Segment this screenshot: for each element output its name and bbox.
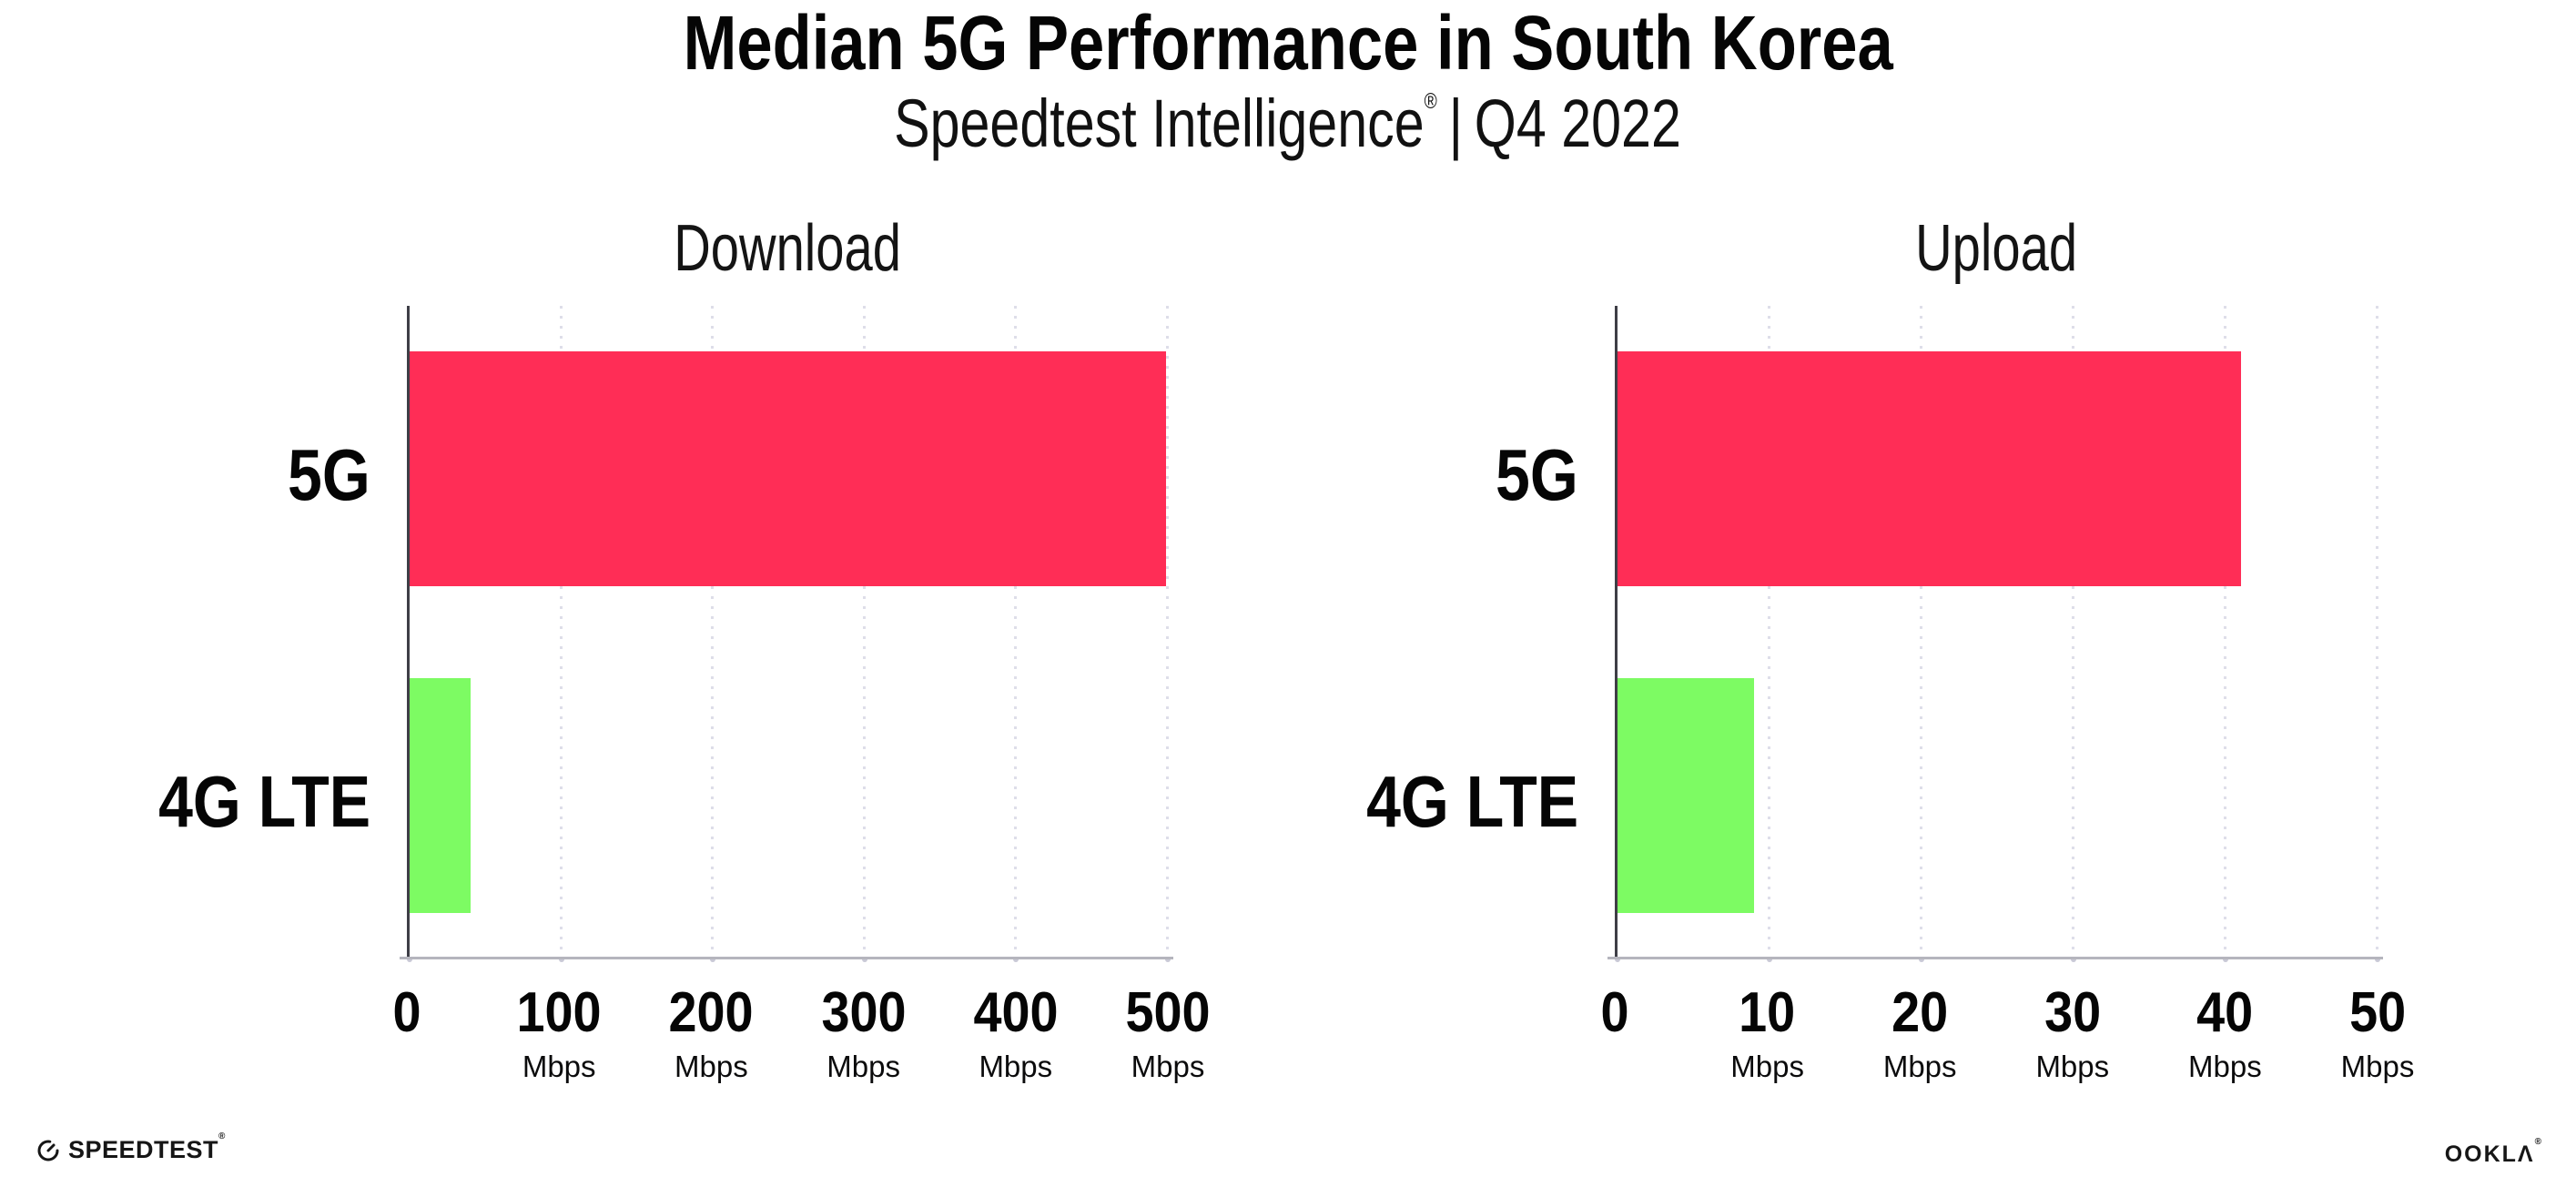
tick-label: 100 Mbps (516, 981, 602, 1083)
download-plot-area (407, 306, 1171, 962)
ookla-trademark: ® (2534, 1137, 2543, 1147)
axis-tick-dot (1919, 957, 1924, 962)
download-category-label-5g: 5G (288, 434, 370, 515)
gridline (2224, 306, 2226, 959)
axis-tick-dot (2375, 957, 2380, 962)
tick-label: 0 (392, 981, 421, 1044)
tick-label: 200 Mbps (668, 981, 754, 1083)
gridline (559, 306, 563, 959)
subtitle-divider: | (1449, 86, 1464, 161)
gridline (1166, 306, 1169, 959)
download-x-axis-ticks: 0 100 Mbps 200 Mbps 300 Mbps 400 Mbps 50… (392, 981, 1210, 1121)
page-subtitle: Speedtest Intelligence® | Q4 2022 (0, 86, 2576, 162)
gridline (1014, 306, 1018, 959)
tick-label: 0 (1600, 981, 1629, 1044)
axis-tick-dot (1767, 957, 1772, 962)
page-title: Median 5G Performance in South Korea (0, 0, 2576, 86)
tick-label: 50 Mbps (2340, 981, 2415, 1083)
subtitle-brand: Speedtest Intelligence (894, 86, 1425, 161)
subtitle-period: Q4 2022 (1475, 86, 1682, 161)
upload-plot-area (1615, 306, 2380, 962)
gridline (1768, 306, 1770, 959)
upload-x-axis-ticks: 0 10 Mbps 20 Mbps 30 Mbps 40 Mbps 50 Mbp… (1600, 981, 2414, 1121)
gridline (862, 306, 866, 959)
axis-tick-dot (710, 957, 716, 962)
axis-tick-dot (1615, 957, 1620, 962)
axis-tick-dot (1165, 957, 1171, 962)
speedtest-logo: SPEEDTEST® (36, 1131, 226, 1163)
axis-tick-dot (1013, 957, 1019, 962)
tick-label: 10 Mbps (1730, 981, 1804, 1083)
axis-tick-dot (558, 957, 564, 962)
ookla-logo: OOKLΛ® (2444, 1138, 2543, 1167)
tick-label: 30 Mbps (2035, 981, 2110, 1083)
upload-category-label-5g: 5G (1496, 434, 1578, 515)
ookla-wordmark: OOKLΛ (2444, 1141, 2535, 1167)
download-bar-5g (410, 351, 1167, 586)
gridline (2072, 306, 2074, 959)
registered-mark: ® (1425, 89, 1438, 114)
page-subtitle-text: Speedtest Intelligence® | Q4 2022 (895, 86, 1682, 162)
speedtest-wordmark: SPEEDTEST® (68, 1131, 226, 1163)
upload-x-axis-line (1607, 957, 2383, 959)
tick-label: 400 Mbps (973, 981, 1059, 1083)
download-bar-4g-lte (410, 678, 471, 913)
axis-tick-dot (861, 957, 867, 962)
download-x-axis-line (400, 957, 1173, 959)
axis-tick-dot (2223, 957, 2228, 962)
tick-label: 40 Mbps (2188, 981, 2262, 1083)
speedtest-gauge-icon (36, 1139, 60, 1162)
download-category-label-4g-lte: 4G LTE (158, 761, 370, 842)
gridline (1920, 306, 1922, 959)
upload-bar-5g (1618, 351, 2241, 586)
upload-bar-4g-lte (1618, 678, 1755, 913)
tick-label: 500 Mbps (1125, 981, 1211, 1083)
download-chart-title: Download (674, 212, 901, 285)
axis-tick-dot (407, 957, 412, 962)
gridline (2376, 306, 2378, 959)
gridline (711, 306, 715, 959)
upload-category-label-4g-lte: 4G LTE (1366, 761, 1578, 842)
tick-label: 300 Mbps (821, 981, 907, 1083)
axis-tick-dot (2071, 957, 2076, 962)
tick-label: 20 Mbps (1882, 981, 1957, 1083)
speedtest-trademark: ® (218, 1131, 226, 1141)
page-title-text: Median 5G Performance in South Korea (683, 0, 1893, 86)
upload-chart-title: Upload (1915, 212, 2077, 285)
